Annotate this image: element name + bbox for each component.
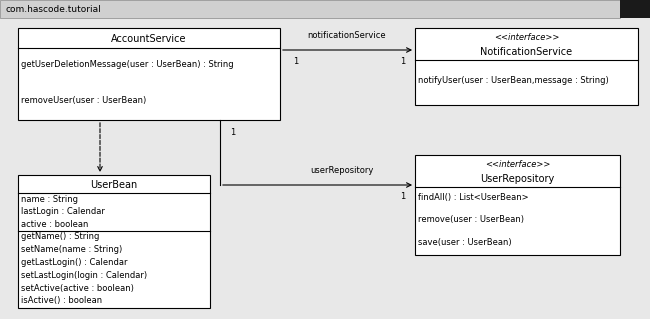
Text: setName(name : String): setName(name : String) — [21, 245, 122, 254]
Bar — [18, 175, 210, 308]
Bar — [415, 155, 620, 255]
Text: notificationService: notificationService — [307, 31, 386, 40]
Text: save(user : UserBean): save(user : UserBean) — [418, 238, 512, 247]
Text: setLastLogin(login : Calendar): setLastLogin(login : Calendar) — [21, 271, 147, 280]
Text: NotificationService: NotificationService — [480, 47, 573, 57]
Bar — [18, 28, 280, 120]
Text: AccountService: AccountService — [111, 34, 187, 44]
Text: removeUser(user : UserBean): removeUser(user : UserBean) — [21, 96, 146, 105]
Text: 1: 1 — [230, 128, 235, 137]
Text: getName() : String: getName() : String — [21, 232, 99, 241]
Text: 1: 1 — [293, 57, 298, 66]
Text: userRepository: userRepository — [310, 166, 373, 175]
Text: <<interface>>: <<interface>> — [485, 160, 550, 169]
Text: findAll() : List<UserBean>: findAll() : List<UserBean> — [418, 193, 528, 202]
Text: getLastLogin() : Calendar: getLastLogin() : Calendar — [21, 258, 127, 267]
Text: setActive(active : boolean): setActive(active : boolean) — [21, 284, 134, 293]
Text: <<interface>>: <<interface>> — [494, 33, 559, 42]
Text: notifyUser(user : UserBean,message : String): notifyUser(user : UserBean,message : Str… — [418, 76, 609, 85]
Bar — [620, 0, 650, 18]
Text: com.hascode.tutorial: com.hascode.tutorial — [5, 4, 101, 13]
Text: 1: 1 — [400, 192, 405, 201]
Text: UserRepository: UserRepository — [480, 174, 554, 184]
Text: remove(user : UserBean): remove(user : UserBean) — [418, 215, 524, 224]
Bar — [0, 0, 620, 18]
Text: name : String: name : String — [21, 195, 78, 204]
Text: active : boolean: active : boolean — [21, 220, 88, 229]
Text: getUserDeletionMessage(user : UserBean) : String: getUserDeletionMessage(user : UserBean) … — [21, 60, 233, 69]
Text: isActive() : boolean: isActive() : boolean — [21, 296, 102, 305]
Text: 1: 1 — [400, 57, 405, 66]
Bar — [415, 28, 638, 105]
Text: lastLogin : Calendar: lastLogin : Calendar — [21, 207, 105, 217]
Text: UserBean: UserBean — [90, 180, 138, 190]
